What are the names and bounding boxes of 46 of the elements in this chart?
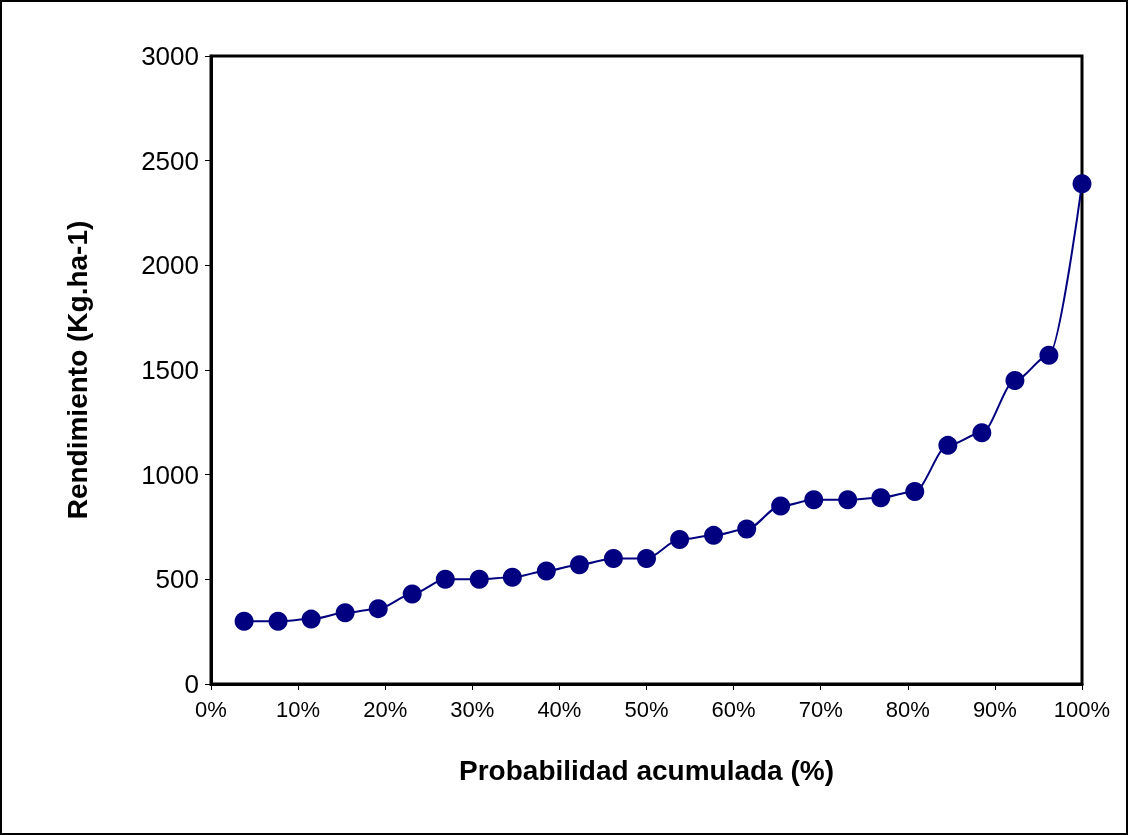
y-tick-label: 1500	[141, 355, 199, 385]
y-tick-label: 1000	[141, 459, 199, 490]
point	[536, 561, 556, 581]
y-tick-label: 500	[155, 564, 199, 595]
point	[972, 423, 992, 443]
x-tick-label: 30%	[450, 696, 495, 722]
x-tick-label: 60%	[711, 696, 756, 722]
x-tick-label: 40%	[537, 696, 582, 722]
y-tick-label: 0	[184, 669, 199, 699]
point	[1039, 345, 1059, 365]
point	[603, 548, 623, 568]
point	[234, 611, 254, 631]
point	[938, 435, 958, 455]
x-axis-title: Probabilidad acumulada (%)	[459, 754, 834, 786]
point	[569, 555, 589, 575]
x-tick-label: 0%	[195, 696, 227, 722]
point	[637, 548, 656, 568]
point	[402, 584, 422, 604]
point	[670, 530, 690, 550]
x-tick-label: 50%	[624, 696, 669, 722]
x-tick-label: 70%	[798, 696, 843, 722]
point	[737, 519, 757, 539]
point	[335, 603, 355, 623]
point	[1005, 370, 1025, 390]
x-tick-label: 100%	[1053, 696, 1111, 722]
point	[704, 525, 724, 545]
point	[368, 599, 388, 619]
point	[905, 481, 925, 501]
point	[469, 569, 489, 589]
point	[1072, 174, 1092, 194]
point	[301, 609, 321, 629]
point	[435, 569, 455, 589]
x-tick-label: 10%	[276, 696, 321, 722]
y-axis-title: Rendimiento (Kg.ha-1)	[61, 220, 93, 520]
point	[838, 490, 858, 510]
point	[804, 490, 824, 510]
point	[871, 488, 891, 508]
y-tick-label: 2000	[141, 250, 199, 281]
x-tick-label: 80%	[885, 696, 930, 722]
point	[502, 567, 522, 587]
y-tick-label: 2500	[141, 145, 199, 176]
point	[268, 611, 288, 631]
x-tick-label: 20%	[363, 696, 408, 722]
point	[771, 496, 791, 516]
y-tick-label: 3000	[141, 41, 199, 71]
x-tick-label: 90%	[972, 696, 1017, 722]
